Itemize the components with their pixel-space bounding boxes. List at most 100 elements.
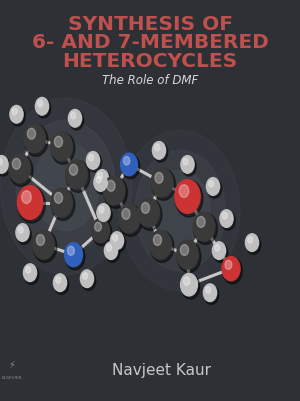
Circle shape [26, 267, 31, 273]
Circle shape [95, 170, 109, 187]
Circle shape [138, 198, 159, 227]
Circle shape [221, 211, 235, 230]
Circle shape [66, 160, 87, 189]
Circle shape [69, 111, 84, 130]
Circle shape [12, 158, 21, 169]
Circle shape [66, 160, 90, 192]
Circle shape [80, 270, 94, 288]
Circle shape [180, 245, 189, 255]
Circle shape [54, 275, 69, 294]
Circle shape [214, 245, 220, 251]
Circle shape [23, 264, 37, 282]
Circle shape [36, 235, 45, 245]
Circle shape [96, 176, 101, 183]
Circle shape [155, 172, 163, 183]
Circle shape [9, 154, 30, 183]
Circle shape [17, 186, 43, 219]
Text: HETEROCYCLES: HETEROCYCLES [62, 52, 238, 71]
Text: ELSEVIER: ELSEVIER [2, 376, 22, 380]
Circle shape [175, 180, 203, 217]
Circle shape [16, 120, 116, 253]
Text: ⚡: ⚡ [9, 360, 15, 370]
Circle shape [92, 219, 110, 243]
Circle shape [175, 180, 200, 213]
Circle shape [153, 143, 168, 162]
Circle shape [122, 209, 130, 219]
Circle shape [68, 246, 74, 255]
Circle shape [86, 152, 100, 169]
Circle shape [181, 274, 200, 299]
Circle shape [183, 158, 188, 165]
Circle shape [33, 231, 57, 263]
Circle shape [0, 98, 132, 275]
Circle shape [111, 233, 126, 252]
Circle shape [12, 108, 17, 115]
Text: Navjeet Kaur: Navjeet Kaur [112, 363, 212, 379]
Circle shape [99, 207, 104, 213]
Circle shape [22, 191, 31, 204]
Circle shape [245, 234, 259, 251]
Circle shape [54, 136, 63, 147]
Circle shape [98, 172, 103, 179]
Circle shape [70, 112, 76, 119]
Circle shape [135, 150, 225, 271]
Circle shape [246, 235, 261, 254]
Circle shape [33, 142, 99, 231]
Circle shape [33, 230, 54, 259]
Circle shape [104, 242, 118, 259]
Circle shape [118, 204, 140, 233]
Circle shape [150, 170, 210, 251]
Circle shape [120, 130, 240, 291]
Circle shape [53, 274, 67, 292]
Circle shape [24, 124, 48, 156]
Circle shape [151, 168, 173, 197]
Circle shape [94, 222, 101, 231]
Circle shape [105, 243, 120, 262]
Circle shape [98, 205, 112, 224]
Circle shape [17, 225, 31, 244]
Circle shape [10, 105, 23, 123]
Circle shape [206, 178, 220, 195]
Circle shape [88, 154, 94, 161]
Circle shape [65, 243, 85, 270]
Circle shape [51, 132, 75, 164]
Circle shape [153, 235, 162, 245]
Circle shape [96, 171, 111, 190]
Circle shape [208, 180, 214, 187]
Text: The Role of DMF: The Role of DMF [102, 74, 198, 87]
Circle shape [212, 242, 226, 259]
Circle shape [182, 157, 196, 176]
Circle shape [220, 210, 233, 227]
Circle shape [18, 186, 45, 223]
Circle shape [35, 97, 49, 115]
Circle shape [68, 109, 82, 127]
Circle shape [56, 277, 61, 283]
Circle shape [150, 231, 174, 263]
Circle shape [103, 176, 127, 209]
Circle shape [87, 153, 102, 172]
Circle shape [95, 175, 109, 194]
Circle shape [112, 235, 118, 241]
Circle shape [103, 176, 125, 205]
Circle shape [54, 192, 63, 203]
Circle shape [223, 257, 242, 284]
Circle shape [97, 204, 110, 221]
Circle shape [203, 284, 217, 302]
Circle shape [36, 99, 51, 118]
Circle shape [107, 180, 115, 191]
Circle shape [92, 219, 112, 246]
Circle shape [106, 245, 112, 251]
Circle shape [225, 260, 232, 269]
Circle shape [0, 158, 2, 165]
Circle shape [27, 128, 36, 139]
Circle shape [121, 153, 137, 176]
Circle shape [181, 273, 197, 296]
Circle shape [81, 271, 96, 290]
Circle shape [0, 157, 10, 176]
Circle shape [69, 164, 78, 175]
Circle shape [82, 273, 88, 279]
Circle shape [24, 124, 45, 153]
Circle shape [150, 230, 171, 259]
Circle shape [197, 217, 205, 227]
Circle shape [194, 213, 218, 245]
